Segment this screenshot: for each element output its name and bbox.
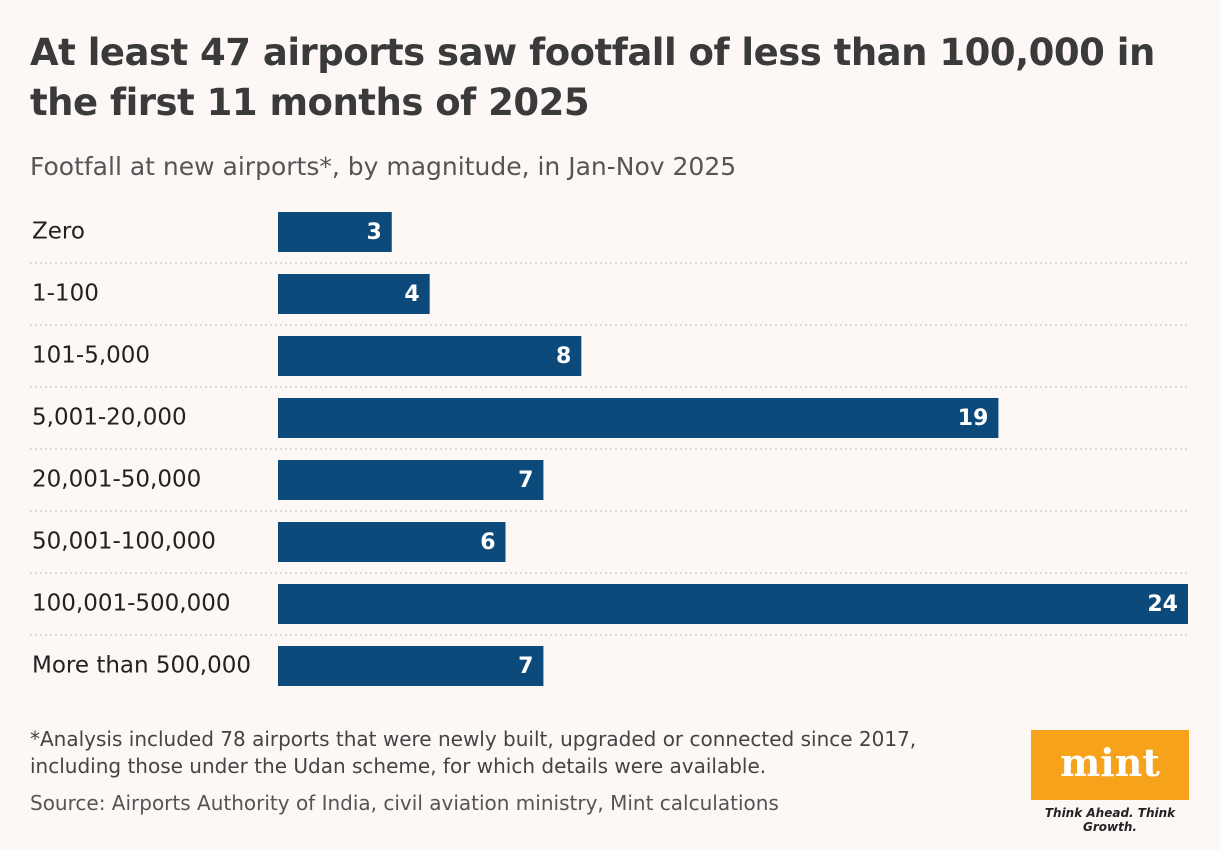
bar bbox=[278, 274, 430, 314]
logo: mint bbox=[1031, 730, 1189, 800]
bar bbox=[278, 584, 1188, 624]
value-label: 6 bbox=[480, 530, 495, 555]
value-label: 4 bbox=[404, 282, 419, 307]
source: Source: Airports Authority of India, civ… bbox=[30, 791, 779, 815]
category-label: More than 500,000 bbox=[32, 653, 251, 679]
category-label: Zero bbox=[32, 219, 85, 245]
footnote: *Analysis included 78 airports that were… bbox=[30, 727, 917, 778]
chart-subtitle: Footfall at new airports*, by magnitude,… bbox=[30, 152, 737, 181]
category-label: 101-5,000 bbox=[32, 343, 150, 369]
value-label: 7 bbox=[518, 654, 533, 679]
value-label: 8 bbox=[556, 344, 571, 369]
chart: Zero 3 1-100 4 101-5,000 8 5,001-20,000 19 20,00… bbox=[30, 212, 1188, 686]
value-label: 19 bbox=[958, 406, 989, 431]
bar bbox=[278, 646, 544, 686]
bar bbox=[278, 522, 506, 562]
bar bbox=[278, 336, 582, 376]
category-label: 20,001-50,000 bbox=[32, 467, 201, 493]
chart-title: At least 47 airports saw footfall of les… bbox=[30, 31, 1155, 124]
value-label: 7 bbox=[518, 468, 533, 493]
category-label: 1-100 bbox=[32, 281, 99, 307]
bar bbox=[278, 212, 392, 252]
logo-tagline: Think Ahead. Think Growth. bbox=[1044, 806, 1176, 834]
category-label: 50,001-100,000 bbox=[32, 529, 216, 555]
value-label: 3 bbox=[366, 220, 381, 245]
bar bbox=[278, 460, 544, 500]
bar bbox=[278, 398, 999, 438]
category-label: 5,001-20,000 bbox=[32, 405, 187, 431]
category-label: 100,001-500,000 bbox=[32, 591, 231, 617]
value-label: 24 bbox=[1147, 592, 1178, 617]
